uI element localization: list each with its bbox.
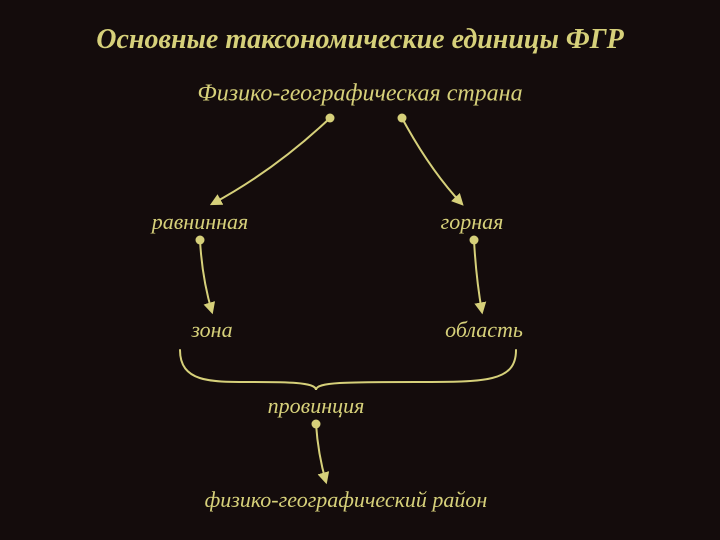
node-zone: зона <box>191 317 232 343</box>
node-mountain: горная <box>441 209 504 235</box>
diagram-title: Основные таксономические единицы ФГР <box>96 24 623 56</box>
node-plain: равнинная <box>152 209 249 235</box>
node-region: область <box>445 317 523 343</box>
diagram-stage: Основные таксономические единицы ФГР Физ… <box>0 0 720 540</box>
node-province: провинция <box>268 393 365 419</box>
node-district: физико-географический район <box>205 487 488 513</box>
node-root: Физико-географическая страна <box>197 81 522 108</box>
